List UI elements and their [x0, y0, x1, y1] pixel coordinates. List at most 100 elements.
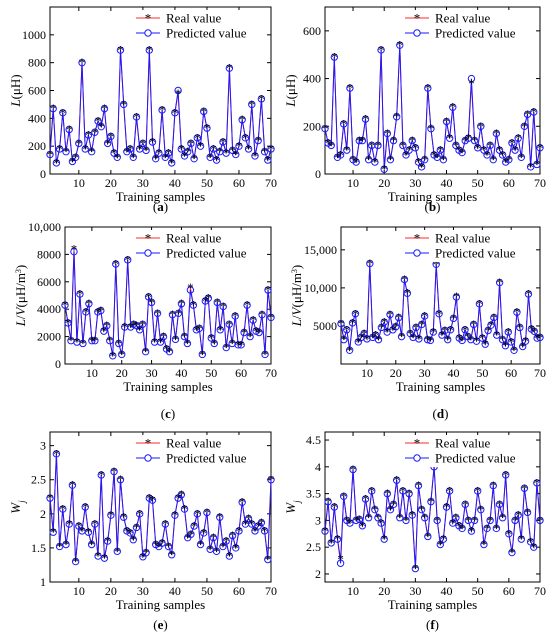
real-point: *	[101, 101, 108, 116]
predicted-point	[483, 151, 491, 159]
predicted-point	[65, 520, 73, 528]
predicted-point	[97, 471, 105, 479]
legend-box	[403, 10, 536, 42]
real-point: *	[63, 144, 70, 159]
real-point: *	[207, 542, 214, 557]
x-tick-label: 40	[175, 366, 187, 380]
predicted-point	[219, 138, 227, 146]
predicted-point	[238, 116, 246, 124]
x-tick-label: 20	[105, 176, 117, 190]
real-point: *	[77, 287, 84, 302]
real-point: *	[456, 518, 463, 533]
real-point: *	[98, 467, 105, 482]
predicted-point	[85, 300, 93, 308]
predicted-point	[110, 467, 118, 476]
real-point: *	[190, 298, 197, 313]
predicted-point	[472, 337, 481, 345]
real-point: *	[88, 144, 95, 159]
real-point: *	[415, 155, 422, 170]
y-tick-label: 10,000	[28, 220, 61, 234]
real-point: *	[485, 323, 492, 338]
predicted-point	[190, 522, 198, 530]
predicted-point	[371, 158, 379, 166]
real-point: *	[239, 495, 246, 510]
legend-predicted-marker	[413, 249, 421, 257]
real-point: *	[194, 130, 201, 145]
predicted-point	[536, 516, 544, 525]
real-point: *	[387, 152, 394, 167]
real-point: *	[191, 519, 198, 534]
real-point: *	[397, 510, 404, 525]
real-point: *	[136, 506, 143, 521]
real-point: *	[367, 256, 374, 271]
predicted-point	[75, 139, 83, 148]
real-point: *	[136, 141, 143, 156]
real-point: *	[424, 332, 431, 347]
real-point: *	[337, 551, 344, 566]
predicted-point	[164, 149, 173, 157]
real-point: *	[334, 150, 341, 165]
real-point: *	[341, 332, 348, 347]
real-point: *	[465, 329, 472, 344]
real-point: *	[156, 539, 163, 554]
predicted-point	[461, 500, 469, 509]
predicted-point	[70, 247, 78, 256]
real-point: *	[223, 340, 230, 355]
real-point: *	[245, 141, 252, 156]
predicted-point	[190, 154, 198, 163]
predicted-point	[511, 516, 519, 525]
real-point: *	[108, 129, 115, 144]
real-point: *	[425, 81, 432, 96]
predicted-point	[490, 313, 498, 322]
real-point: *	[204, 121, 211, 136]
real-point: *	[111, 464, 118, 479]
predicted-point	[132, 523, 141, 532]
legend-predicted-label: Predicted value	[435, 26, 516, 41]
predicted-point	[209, 145, 218, 153]
predicted-point	[258, 310, 266, 319]
real-point: *	[416, 331, 423, 346]
real-point: *	[181, 148, 188, 163]
real-point: *	[527, 159, 534, 174]
x-tick-label: 60	[233, 584, 245, 598]
real-point: *	[242, 517, 249, 532]
real-point: *	[66, 122, 73, 137]
real-point: *	[331, 500, 338, 515]
real-point: *	[478, 119, 485, 134]
legend-predicted-marker	[144, 29, 152, 37]
real-point: *	[226, 549, 233, 564]
predicted-point	[132, 113, 141, 121]
series-line-predicted	[324, 45, 541, 170]
real-point: *	[172, 105, 179, 120]
real-point: *	[502, 155, 509, 170]
real-point: *	[381, 315, 388, 330]
real-point: *	[220, 539, 227, 554]
real-point: *	[375, 332, 382, 347]
x-tick-label: 10	[86, 366, 98, 380]
real-point: *	[229, 528, 236, 543]
real-point: *	[347, 516, 354, 531]
x-tick-label: 40	[169, 176, 181, 190]
real-point: *	[162, 517, 169, 532]
real-point: *	[446, 131, 453, 146]
real-point: *	[187, 280, 194, 295]
predicted-point	[498, 335, 507, 344]
real-point: *	[325, 135, 332, 150]
real-point: *	[473, 334, 480, 349]
predicted-point	[361, 115, 370, 123]
real-point: *	[537, 330, 544, 345]
real-point: *	[130, 150, 137, 165]
predicted-point	[380, 318, 388, 326]
predicted-point	[368, 487, 376, 495]
predicted-point	[257, 95, 266, 103]
real-point: *	[397, 38, 404, 53]
real-point: *	[322, 121, 329, 136]
real-point: *	[159, 102, 166, 117]
real-point: *	[344, 143, 351, 158]
real-point: *	[233, 147, 240, 162]
real-point: *	[92, 333, 99, 348]
predicted-point	[492, 524, 501, 533]
real-point: *	[232, 309, 239, 324]
real-point: *	[235, 337, 242, 352]
